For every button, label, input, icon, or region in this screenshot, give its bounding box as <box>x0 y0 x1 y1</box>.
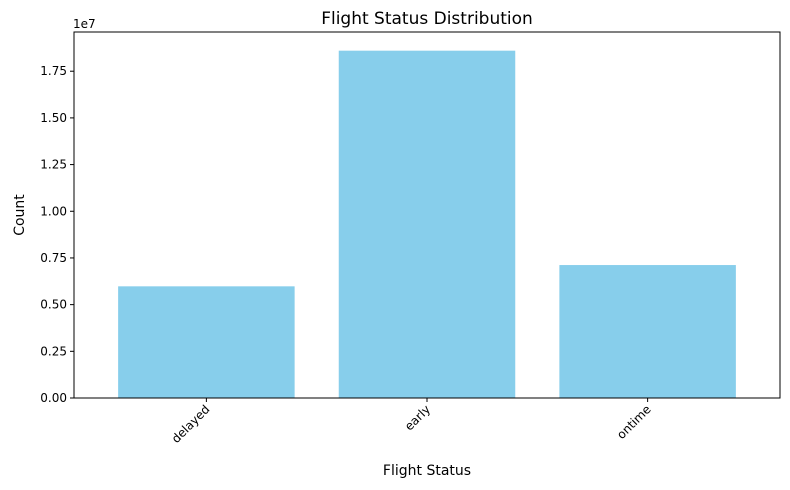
y-axis-label: Count <box>12 194 28 236</box>
bar-early <box>338 50 516 399</box>
x-tick-label-ontime: ontime <box>614 402 654 442</box>
y-axis-ticks: 0.00 0.25 0.50 0.75 1.00 1.25 1.50 1.75 <box>40 64 74 405</box>
bar-ontime <box>559 265 736 398</box>
bars <box>118 50 736 399</box>
chart-title: Flight Status Distribution <box>321 9 533 29</box>
x-tick-label-early: early <box>402 402 433 433</box>
y-tick-label: 0.00 <box>40 391 67 405</box>
bar-delayed <box>118 286 295 398</box>
y-tick-label: 0.75 <box>40 251 67 265</box>
y-tick-label: 1.50 <box>40 111 67 125</box>
y-tick-label: 0.25 <box>40 344 67 358</box>
y-offset-label: 1e7 <box>73 17 96 31</box>
x-axis-ticks: delayed early ontime <box>169 398 654 446</box>
x-tick-label-delayed: delayed <box>169 402 213 446</box>
y-tick-label: 1.75 <box>40 64 67 78</box>
y-tick-label: 0.50 <box>40 298 67 312</box>
y-tick-label: 1.25 <box>40 158 67 172</box>
y-tick-label: 1.00 <box>40 204 67 218</box>
plot-frame <box>73 31 781 399</box>
x-axis-label: Flight Status <box>383 463 471 479</box>
